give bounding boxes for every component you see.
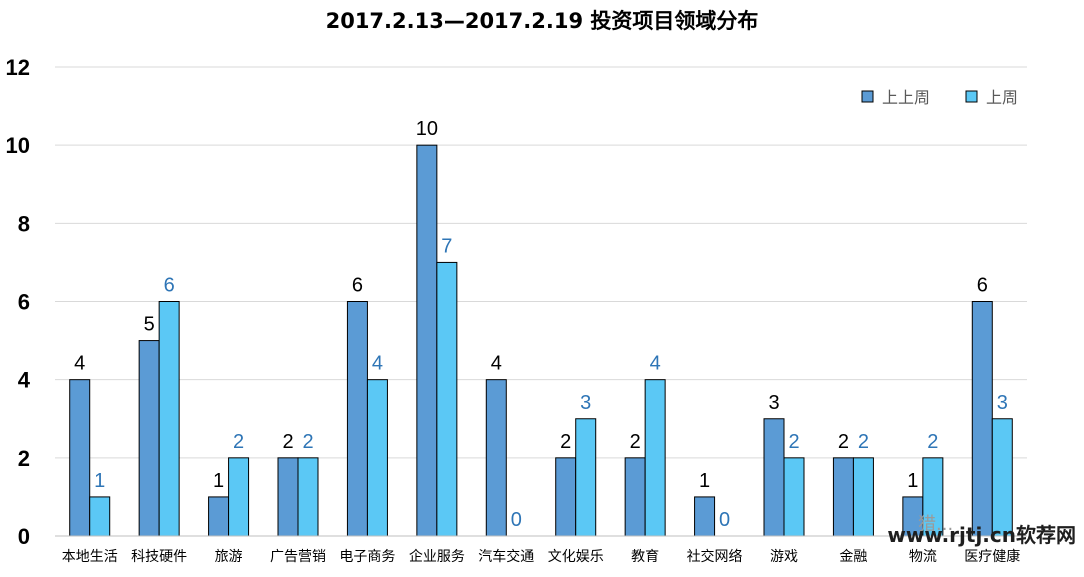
data-label: 4 (491, 353, 502, 375)
x-tick-label: 物流 (909, 549, 937, 565)
bar-prev2-13 (971, 301, 993, 537)
data-label: 4 (74, 353, 85, 375)
bar-prev2-0 (69, 379, 91, 537)
data-label: 2 (630, 431, 641, 453)
legend-swatch (861, 90, 874, 103)
x-tick-label: 企业服务 (409, 548, 465, 565)
y-tick-label: 8 (18, 211, 30, 236)
data-label: 4 (650, 353, 661, 375)
legend-label: 上周 (986, 88, 1018, 107)
data-label: 0 (719, 509, 730, 531)
bar-prev2-7 (555, 457, 577, 537)
data-label: 1 (94, 470, 105, 492)
bar-prev2-9 (694, 496, 716, 537)
data-label: 2 (560, 431, 571, 453)
legend-swatch (965, 90, 978, 103)
bar-prev2-10 (763, 418, 785, 537)
data-label: 6 (352, 275, 363, 297)
watermark: 猎... www.rjtj.cn软荐网 (887, 514, 1076, 547)
y-tick-label: 4 (18, 368, 31, 393)
data-label: 3 (768, 392, 779, 414)
x-tick-label: 电子商务 (339, 549, 395, 565)
x-tick-label: 旅游 (215, 549, 243, 565)
x-tick-label: 科技硬件 (131, 549, 187, 565)
y-tick-label: 6 (18, 290, 30, 315)
watermark-faint-text: 猎... (918, 514, 953, 535)
x-tick-label: 本地生活 (62, 549, 118, 565)
x-axis: 本地生活 科技硬件 旅游 广告营销 电子商务 企业服务 汽车交通 文化娱乐 教育 社交网络 游戏 金融… (55, 535, 1027, 565)
data-label: 4 (372, 353, 383, 375)
data-label: 10 (416, 118, 438, 140)
data-label: 0 (511, 509, 522, 531)
bar-prev2-8 (624, 457, 646, 537)
y-tick-label: 0 (18, 524, 30, 549)
x-tick-label: 医疗健康 (964, 548, 1020, 565)
data-label: 1 (699, 470, 710, 492)
x-tick-label: 文化娱乐 (548, 549, 604, 565)
data-label: 2 (858, 431, 869, 453)
bar-prev-11 (852, 457, 874, 537)
watermark-text: www.rjtj.cn软荐网 (887, 523, 1076, 547)
data-label: 2 (282, 431, 293, 453)
x-tick-label: 汽车交通 (478, 548, 534, 565)
bar-prev2-3 (277, 457, 299, 537)
data-label: 1 (907, 470, 918, 492)
bar-prev-0 (89, 496, 111, 537)
bar-prev-2 (228, 457, 250, 537)
bar-prev-13 (991, 418, 1013, 537)
bar-prev-3 (297, 457, 319, 537)
bar-prev2-2 (208, 496, 230, 537)
y-tick-label: 2 (18, 446, 30, 471)
data-label: 7 (441, 235, 452, 257)
bar-prev-5 (436, 261, 458, 537)
legend-label: 上上周 (882, 88, 930, 107)
bars (69, 144, 1013, 537)
bar-prev2-4 (346, 301, 368, 537)
bar-prev-10 (783, 457, 805, 537)
x-tick-label: 社交网络 (687, 548, 743, 565)
legend: 上上周 上周 (861, 88, 1018, 107)
data-label: 2 (302, 431, 313, 453)
chart-title: 2017.2.13—2017.2.19 投资项目领域分布 (326, 9, 759, 33)
data-label: 1 (213, 470, 224, 492)
data-label: 6 (164, 275, 175, 297)
data-label: 2 (788, 431, 799, 453)
data-label: 2 (233, 431, 244, 453)
bar-prev-7 (575, 418, 597, 537)
bar-prev-1 (158, 301, 180, 537)
data-label: 5 (144, 314, 155, 336)
x-tick-label: 教育 (631, 549, 659, 565)
data-label: 6 (977, 275, 988, 297)
data-label: 3 (997, 392, 1008, 414)
bar-prev2-1 (138, 340, 160, 537)
bar-prev2-11 (832, 457, 854, 537)
bar-prev2-5 (416, 144, 438, 537)
y-tick-label: 12 (6, 55, 30, 80)
x-tick-label: 广告营销 (270, 549, 326, 565)
x-tick-label: 游戏 (770, 549, 798, 565)
data-label: 2 (838, 431, 849, 453)
data-label: 3 (580, 392, 591, 414)
x-tick-label: 金融 (839, 549, 867, 565)
bar-prev-8 (644, 379, 666, 537)
y-axis: 0 2 4 6 8 10 12 (6, 55, 31, 549)
bar-prev2-6 (485, 379, 507, 537)
bar-prev-4 (366, 379, 388, 537)
y-tick-label: 10 (6, 133, 30, 158)
gridlines (55, 66, 1027, 537)
data-label: 2 (927, 431, 938, 453)
